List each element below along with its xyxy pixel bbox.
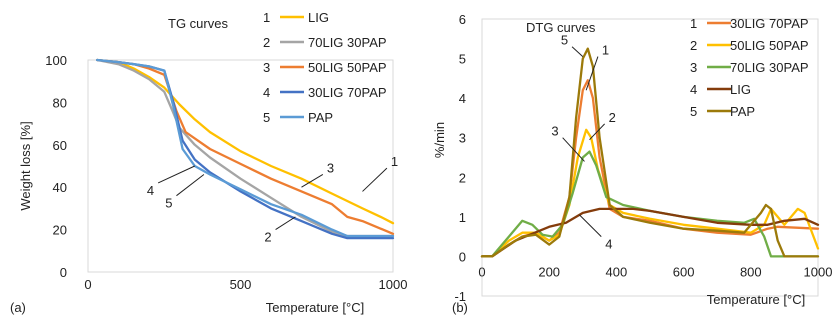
y-tick-label: -1 bbox=[454, 289, 466, 304]
callout-label: 1 bbox=[602, 43, 609, 58]
dtg-panel: -1 0 1 2 3 4 5 6 0 200 400 600 800 1000 1 2 3 4 5 1 30LIG 70… bbox=[432, 12, 832, 315]
callout-leader bbox=[571, 46, 584, 57]
y-tick-label: 5 bbox=[459, 52, 466, 67]
callout-label: 2 bbox=[609, 110, 616, 125]
legend-number: 3 bbox=[690, 60, 697, 75]
panel-label: (b) bbox=[452, 300, 468, 315]
legend-label: 50LIG 50PAP bbox=[730, 38, 809, 53]
x-tick-label: 0 bbox=[84, 277, 91, 292]
chart-title: TG curves bbox=[168, 16, 228, 31]
panel-label: (a) bbox=[10, 300, 26, 315]
legend-label: PAP bbox=[308, 110, 333, 125]
callout-label: 3 bbox=[551, 124, 558, 139]
legend-number: 5 bbox=[690, 104, 697, 119]
callout-leader bbox=[589, 123, 606, 141]
legend-label: 50LIG 50PAP bbox=[308, 60, 387, 75]
series-line-1 bbox=[96, 58, 395, 225]
y-tick-label: 6 bbox=[459, 12, 466, 27]
legend-label: LIG bbox=[308, 10, 329, 25]
legend-number: 2 bbox=[263, 35, 270, 50]
x-tick-label: 200 bbox=[538, 264, 560, 279]
legend-label: PAP bbox=[730, 104, 755, 119]
y-axis-label: %/min bbox=[432, 122, 447, 158]
y-tick-label: 0 bbox=[459, 249, 466, 264]
series-line-2 bbox=[96, 58, 395, 238]
y-tick-label: 40 bbox=[53, 180, 67, 195]
callout-leader bbox=[301, 174, 324, 188]
x-axis-label: Temperature [°C] bbox=[266, 300, 364, 315]
series-line-1 bbox=[480, 79, 820, 258]
plot-frame bbox=[87, 59, 394, 273]
callout-label: 5 bbox=[561, 33, 568, 48]
legend-number: 4 bbox=[690, 82, 697, 97]
legend-number: 4 bbox=[263, 85, 270, 100]
legend-number: 1 bbox=[263, 10, 270, 25]
legend-label: 30LIG 70PAP bbox=[308, 85, 387, 100]
callout-leader bbox=[585, 56, 599, 91]
legend-label: 70LIG 30PAP bbox=[730, 60, 809, 75]
callout-leader bbox=[562, 137, 585, 162]
y-tick-label: 20 bbox=[53, 223, 67, 238]
y-tick-label: 80 bbox=[53, 95, 67, 110]
callout-leader bbox=[579, 214, 602, 237]
legend-number: 1 bbox=[690, 16, 697, 31]
x-tick-label: 500 bbox=[230, 277, 252, 292]
callout-leader bbox=[157, 165, 195, 184]
legend-label: LIG bbox=[730, 82, 751, 97]
chart-title: DTG curves bbox=[526, 20, 596, 35]
y-tick-label: 1 bbox=[459, 210, 466, 225]
callout-label: 5 bbox=[165, 196, 172, 211]
callout-leader bbox=[275, 216, 296, 231]
callout-label: 3 bbox=[327, 160, 334, 175]
series-line-3 bbox=[480, 150, 820, 258]
y-tick-label: 2 bbox=[459, 170, 466, 185]
legend-number: 5 bbox=[263, 110, 270, 125]
legend-number: 3 bbox=[263, 60, 270, 75]
callout-label: 4 bbox=[147, 183, 154, 198]
callout-label: 1 bbox=[391, 154, 398, 169]
y-tick-label: 100 bbox=[45, 53, 67, 68]
x-tick-label: 600 bbox=[673, 264, 695, 279]
x-axis-label: Temperature [°C] bbox=[707, 292, 805, 307]
x-tick-label: 400 bbox=[606, 264, 628, 279]
series-line-2 bbox=[480, 128, 820, 258]
legend-label: 30LIG 70PAP bbox=[730, 16, 809, 31]
y-axis-label: Weight loss [%] bbox=[18, 121, 33, 210]
x-tick-label: 1000 bbox=[379, 277, 408, 292]
legend-label: 70LIG 30PAP bbox=[308, 35, 387, 50]
series-line-5 bbox=[96, 58, 395, 238]
plot-frame bbox=[481, 18, 819, 297]
y-tick-label: 0 bbox=[60, 265, 67, 280]
callout-leader bbox=[362, 167, 388, 192]
x-tick-label: 0 bbox=[478, 264, 485, 279]
legend-number: 2 bbox=[690, 38, 697, 53]
y-tick-label: 3 bbox=[459, 131, 466, 146]
callout-label: 2 bbox=[264, 230, 271, 245]
callout-label: 4 bbox=[605, 237, 612, 252]
y-tick-label: 60 bbox=[53, 138, 67, 153]
callout-leader bbox=[176, 174, 205, 197]
x-tick-label: 800 bbox=[740, 264, 762, 279]
x-tick-label: 1000 bbox=[804, 264, 833, 279]
y-tick-label: 4 bbox=[459, 91, 466, 106]
series-line-5 bbox=[480, 47, 820, 258]
